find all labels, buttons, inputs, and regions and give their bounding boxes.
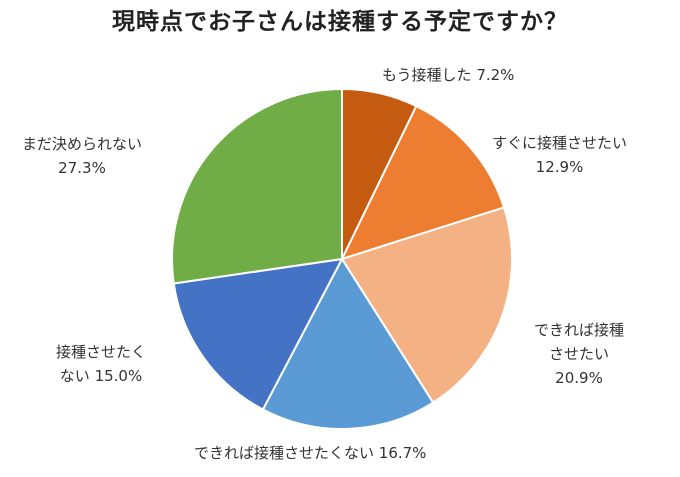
pie-slice-want-if-possible <box>341 206 514 404</box>
pie-slice-want-soon <box>341 105 506 260</box>
chart-title: 現時点でお子さんは接種する予定ですか？ <box>112 9 568 35</box>
pie-slice-undecided <box>171 88 343 285</box>
slice-label-do-not-want: 接種させたく ない 15.0% <box>56 343 147 385</box>
slice-label-want-if-possible: できれば接種 させたい 20.9% <box>534 321 625 387</box>
pie-slice-do-not-want <box>172 258 343 411</box>
pie-slice-prefer-not <box>261 258 435 430</box>
slice-label-want-soon: すぐに接種させたい 12.9% <box>492 134 628 176</box>
slice-label-undecided: まだ決められない 27.3% <box>22 135 143 177</box>
slice-label-already-vaccinated: もう接種した 7.2% <box>382 66 515 84</box>
slice-label-prefer-not: できれば接種させたくない 16.7% <box>194 444 427 462</box>
